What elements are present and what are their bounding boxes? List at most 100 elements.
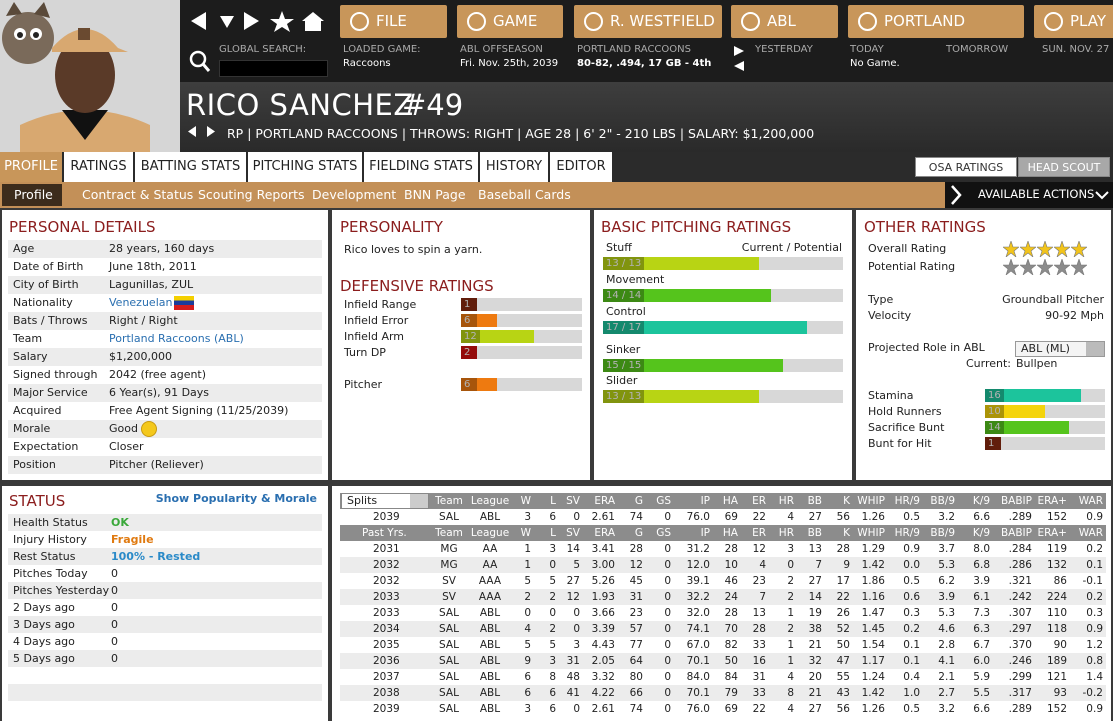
stats-cell: 27 xyxy=(808,703,822,715)
detail-value: Closer xyxy=(109,440,144,453)
stats-cell: 4 xyxy=(787,511,794,523)
role-dropdown[interactable]: ABL (ML) xyxy=(1015,341,1105,357)
subtab[interactable]: Scouting Reports xyxy=(198,187,305,202)
player-arrows[interactable] xyxy=(186,125,218,139)
stats-cell: 28 xyxy=(836,543,850,555)
nav-button[interactable]: GAME xyxy=(457,5,563,38)
stats-cell: 0.9 xyxy=(1086,623,1103,635)
nav-button[interactable]: R. WESTFIELD xyxy=(574,5,722,38)
status-value: 0 xyxy=(111,635,118,648)
pitch-label: Movement xyxy=(606,273,665,286)
tab[interactable]: PROFILE xyxy=(0,152,62,182)
status-value: Fragile xyxy=(111,533,154,546)
subtab[interactable]: Development xyxy=(312,187,397,202)
actions-chevron xyxy=(951,185,962,205)
day-arrows[interactable] xyxy=(732,44,746,74)
detail-value[interactable]: Venezuelan xyxy=(109,296,173,309)
stats-cell: 23 xyxy=(752,575,766,587)
stats-cell: 1 xyxy=(787,655,794,667)
scout-toggle[interactable]: HEAD SCOUT xyxy=(1018,157,1110,177)
status-value: 0 xyxy=(111,567,118,580)
actions-bar[interactable] xyxy=(945,182,1113,208)
stats-cell: 6 xyxy=(549,687,556,699)
stats-cell: 2032 xyxy=(373,559,400,571)
stats-column: IP xyxy=(700,527,710,539)
stats-column: HR/9 xyxy=(894,527,920,539)
stats-cell: 2.61 xyxy=(591,703,615,715)
stats-cell: .289 xyxy=(1008,511,1032,523)
detail-value[interactable]: Portland Raccoons (ABL) xyxy=(109,332,244,345)
status-label: Rest Status xyxy=(13,550,76,563)
detail-value: Pitcher (Reliever) xyxy=(109,458,204,471)
stats-cell: 0 xyxy=(664,543,671,555)
stats-cell: 31 xyxy=(566,655,580,667)
stats-column: GS xyxy=(656,527,671,539)
row-bg xyxy=(8,456,322,474)
stats-column: ERA+ xyxy=(1037,527,1068,539)
stats-column: K/9 xyxy=(972,495,990,507)
stats-cell: .370 xyxy=(1008,639,1032,651)
tab[interactable]: PITCHING STATS xyxy=(248,152,362,182)
stats-cell: 0.2 xyxy=(903,623,920,635)
nav-button[interactable]: ABL xyxy=(731,5,838,38)
actions-label[interactable]: AVAILABLE ACTIONS xyxy=(978,187,1095,201)
stats-cell: 3.9 xyxy=(938,591,955,603)
stats-column: G xyxy=(634,527,643,539)
stats-column: L xyxy=(550,495,556,507)
nav-button[interactable]: PORTLAND xyxy=(848,5,1024,38)
tab[interactable]: HISTORY xyxy=(480,152,548,182)
stats-cell: SAL xyxy=(439,623,459,635)
search-input[interactable] xyxy=(219,60,328,77)
stats-cell: 0 xyxy=(573,623,580,635)
stats-cell: .289 xyxy=(1008,703,1032,715)
nav-button[interactable]: PLAY xyxy=(1034,5,1113,38)
stats-cell: 28 xyxy=(724,543,738,555)
stats-cell: 74 xyxy=(629,703,643,715)
subtab[interactable]: Contract & Status xyxy=(82,187,194,202)
status-value: 0 xyxy=(111,584,118,597)
stats-cell: 12.0 xyxy=(686,559,710,571)
nav-label: ABL xyxy=(767,12,796,30)
rating-bar xyxy=(603,359,783,372)
stats-cell: ABL xyxy=(479,639,501,651)
nav-icon xyxy=(467,12,486,31)
scout-toggle[interactable]: OSA RATINGS xyxy=(915,157,1017,177)
stats-column: WAR xyxy=(1078,495,1103,507)
tab[interactable]: RATINGS xyxy=(64,152,133,182)
personality-text: Rico loves to spin a yarn. xyxy=(344,243,483,256)
nav-button[interactable]: FILE xyxy=(340,5,447,38)
stats-cell: 84.0 xyxy=(686,671,710,683)
stats-cell: 0 xyxy=(549,559,556,571)
star xyxy=(1020,241,1036,257)
stats-cell: 0.6 xyxy=(903,591,920,603)
rating-bar-bg: 13 / 13 xyxy=(603,390,843,403)
detail-value: 28 years, 160 days xyxy=(109,242,215,255)
nav-icons[interactable] xyxy=(188,8,328,36)
splits-select[interactable]: Splits xyxy=(341,493,429,509)
detail-value: June 18th, 2011 xyxy=(109,260,197,273)
stats-cell: 3.2 xyxy=(938,703,955,715)
subtab[interactable]: Profile xyxy=(14,187,53,202)
stats-cell: 2 xyxy=(549,623,556,635)
subtab[interactable]: Baseball Cards xyxy=(478,187,571,202)
tab[interactable]: EDITOR xyxy=(550,152,612,182)
stats-column: League xyxy=(470,527,510,539)
rating-bar xyxy=(603,321,807,334)
stats-cell: 1.26 xyxy=(861,703,885,715)
stats-cell: 22 xyxy=(752,511,766,523)
subtab[interactable]: BNN Page xyxy=(404,187,466,202)
tab[interactable]: FIELDING STATS xyxy=(364,152,478,182)
stats-cell: 224 xyxy=(1046,591,1067,603)
status-label: 3 Days ago xyxy=(13,618,75,631)
search-icon[interactable] xyxy=(189,50,211,74)
stats-cell: 12 xyxy=(566,591,580,603)
stats-cell: 2039 xyxy=(373,703,400,715)
rating-value-box: 14 xyxy=(985,421,1004,434)
stats-cell: 26 xyxy=(836,607,850,619)
past-label: Past Yrs. xyxy=(362,527,407,539)
stats-cell: 48 xyxy=(566,671,580,683)
row-bg xyxy=(8,240,322,258)
stats-cell: 10 xyxy=(724,559,738,571)
tab[interactable]: BATTING STATS xyxy=(135,152,246,182)
stats-cell: 0.3 xyxy=(903,607,920,619)
